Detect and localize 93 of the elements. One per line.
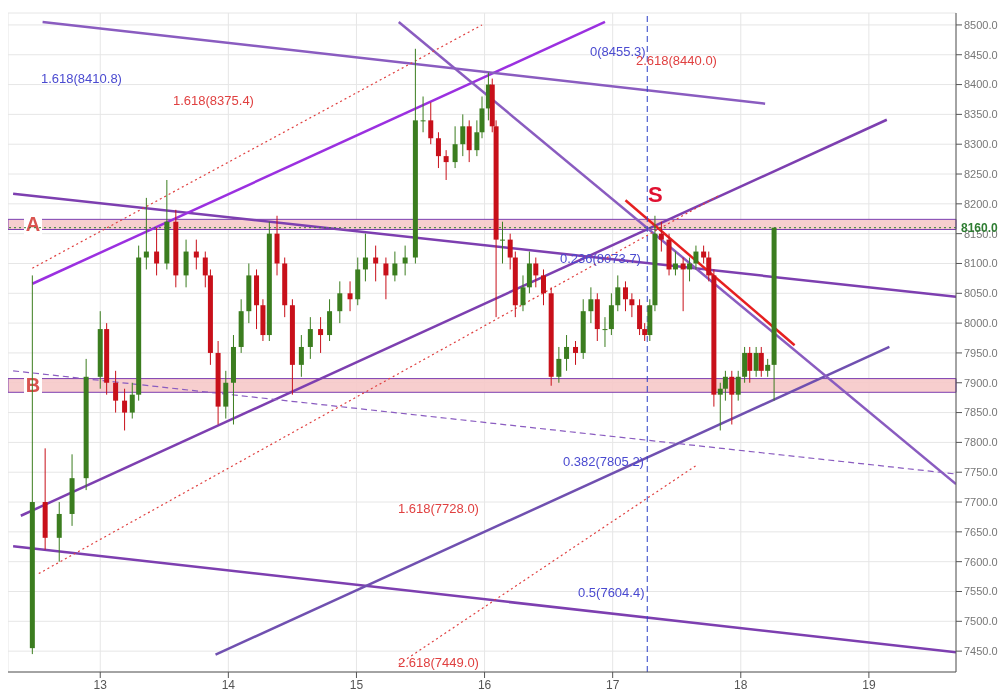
annotation: 0.5(7604.4) [578,585,645,600]
candlestick [428,101,434,145]
y-tick-label: 7800.0 [964,436,998,449]
candlestick [556,346,562,384]
candlestick [466,119,472,163]
candlestick [507,233,513,270]
y-tick-label: 8000.0 [964,317,998,330]
y-tick-label: 8350.0 [964,108,998,121]
annotation: 1.618(7728.0) [398,501,479,516]
y-tick-label: 7550.0 [964,585,998,598]
candlestick [500,221,505,264]
candlestick [193,239,199,270]
candlestick [637,298,643,336]
candlestick [337,280,343,324]
x-tick-label: 19 [862,677,876,692]
candlestick [687,257,693,282]
y-tick-label: 7650.0 [964,525,998,538]
candlestick [520,274,526,312]
candlestick [474,119,480,157]
candlestick [223,370,229,420]
y-tick-label: 8300.0 [964,138,998,151]
candlestick [362,233,368,282]
y-tick-label: 7600.0 [964,555,998,568]
candlestick [680,257,686,312]
candlestick [658,221,664,253]
candlestick [420,95,426,133]
candlestick [717,382,723,431]
candlestick [608,292,614,336]
candlestick [392,251,398,282]
candlestick [742,346,748,384]
candlestick [729,370,735,425]
candlestick [629,292,635,318]
candlestick [202,251,208,288]
candlestick [347,280,353,312]
annotation: 2.618(7449.0) [398,655,479,670]
y-tick-label: 8250.0 [964,167,998,180]
candlestick [693,245,699,270]
candlestick [602,316,608,348]
candlestick [526,251,532,294]
y-tick-label: 7900.0 [964,376,998,389]
candlestick [307,316,313,360]
y-tick-label: 8400.0 [964,78,998,91]
candlestick [318,316,324,354]
annotation: 1.618(8410.8) [41,71,122,86]
y-tick-label: 7750.0 [964,466,998,479]
candlestick [435,131,441,169]
annotation: S [648,182,663,207]
candlestick [443,149,449,181]
candlestick [540,268,546,306]
candlestick [122,388,128,431]
candlestick [143,197,149,270]
candlestick [615,274,621,312]
candlestick [56,501,62,563]
y-tick-label: 8500.0 [964,18,998,31]
y-tick-label: 8200.0 [964,197,998,210]
y-tick-label: 8050.0 [964,287,998,300]
candlestick [564,334,570,372]
y-tick-label: 8100.0 [964,257,998,270]
candlestick [672,251,678,276]
x-tick-label: 18 [734,677,748,692]
x-tick-label: 16 [477,677,492,692]
y-tick-label: 7950.0 [964,346,998,359]
candlestick [622,280,628,312]
annotation: 1.618(8375.4) [173,93,254,108]
candlestick [129,382,135,420]
y-tick-label: 8450.0 [964,48,998,61]
x-tick-label: 17 [605,677,620,692]
candlestick [460,113,466,157]
candlestick [706,251,712,282]
candlestick [383,257,389,300]
candlestick [183,239,189,288]
candlestick [753,346,759,378]
y-tick-label: 7500.0 [964,615,998,628]
y-tick-label: 7700.0 [964,495,998,508]
candlestick [588,286,594,324]
candlestick [735,370,741,402]
candlestick [154,227,160,276]
candlestick [327,298,333,342]
candlestick [758,346,764,378]
candlestick [533,257,539,288]
x-tick-label: 13 [93,677,108,692]
y-tick-label: 7450.0 [964,645,998,658]
candlestick [747,346,753,384]
candlestick [722,370,728,402]
candlestick [479,95,485,139]
band-label: A [25,213,41,236]
candlestick [113,370,119,414]
y-tick-label: 7850.0 [964,406,998,419]
candlestick [298,334,304,378]
x-tick-label: 15 [349,677,364,692]
x-tick-label: 14 [221,677,236,692]
candlestick [452,125,458,169]
candlestick [573,340,579,366]
